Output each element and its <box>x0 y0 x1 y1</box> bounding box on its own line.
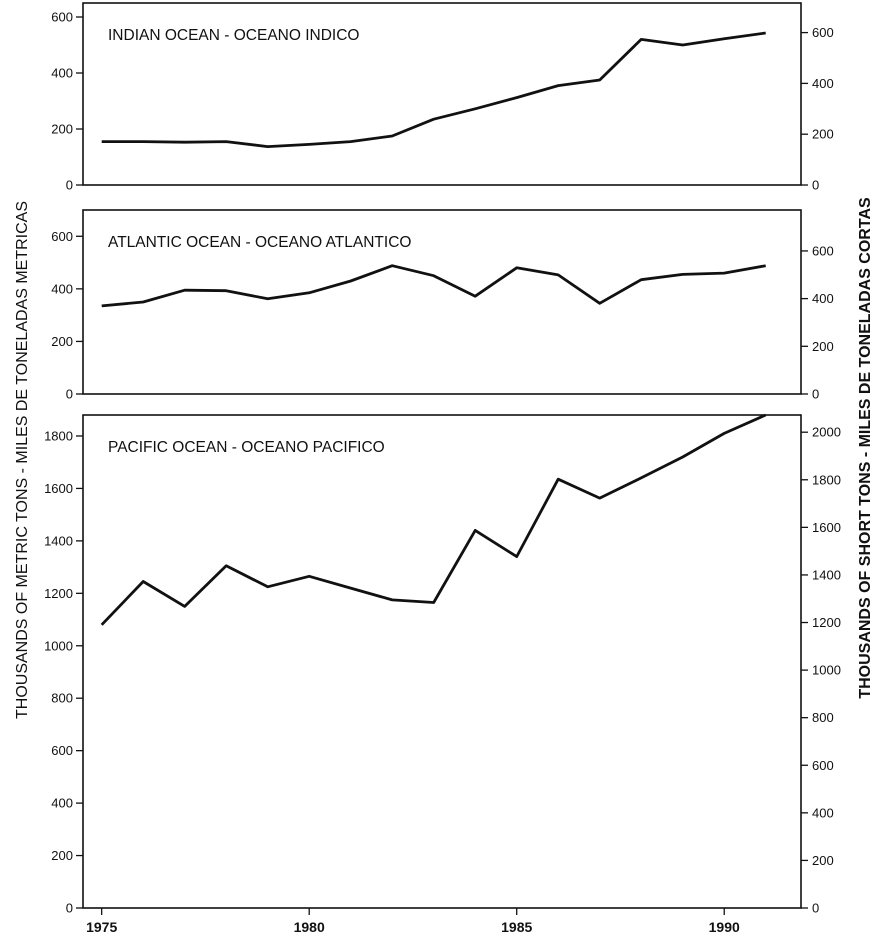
right-y-tick-label: 0 <box>812 387 819 402</box>
left-y-tick-label: 1200 <box>44 586 73 601</box>
right-y-tick-label: 600 <box>812 758 834 773</box>
left-axis-label: THOUSANDS OF METRIC TONS - MILES DE TONE… <box>14 201 31 719</box>
right-y-tick-label: 400 <box>812 76 834 91</box>
right-y-tick-label: 800 <box>812 710 834 725</box>
series-line <box>101 264 766 308</box>
x-tick-label: 1990 <box>709 919 740 935</box>
left-y-tick-label: 800 <box>51 691 73 706</box>
right-y-tick-label: 1400 <box>812 567 841 582</box>
right-y-tick-label: 200 <box>812 127 834 142</box>
right-y-tick-label: 600 <box>812 25 834 40</box>
panel-frame <box>82 414 802 909</box>
panel-title: INDIAN OCEAN - OCEANO INDICO <box>108 27 359 44</box>
left-y-tick-label: 1600 <box>44 481 73 496</box>
right-y-tick-label: 200 <box>812 853 834 868</box>
left-y-tick-label: 400 <box>51 281 73 296</box>
left-y-tick-label: 0 <box>66 901 73 916</box>
x-tick-label: 1980 <box>294 919 325 935</box>
left-y-tick-label: 600 <box>51 229 73 244</box>
x-tick-label: 1985 <box>501 919 532 935</box>
left-y-tick-label: 600 <box>51 10 73 25</box>
right-y-tick-label: 1800 <box>812 472 841 487</box>
panel-frame <box>82 2 802 186</box>
left-y-tick-label: 200 <box>51 122 73 137</box>
panel-frame <box>82 209 802 395</box>
panel-title: PACIFIC OCEAN - OCEANO PACIFICO <box>108 439 385 456</box>
left-y-tick-label: 0 <box>66 178 73 193</box>
right-y-tick-label: 1000 <box>812 663 841 678</box>
series-line <box>101 31 766 149</box>
right-y-tick-label: 1600 <box>812 520 841 535</box>
left-y-tick-label: 400 <box>51 796 73 811</box>
right-y-tick-label: 600 <box>812 243 834 258</box>
right-y-tick-label: 2000 <box>812 425 841 440</box>
right-y-tick-label: 0 <box>812 901 819 916</box>
left-y-tick-label: 0 <box>66 387 73 402</box>
right-axis-label: THOUSANDS OF SHORT TONS - MILES DE TONEL… <box>857 197 874 699</box>
right-y-tick-label: 1200 <box>812 615 841 630</box>
left-y-tick-label: 200 <box>51 848 73 863</box>
x-tick-label: 1975 <box>86 919 117 935</box>
panel-title: ATLANTIC OCEAN - OCEANO ATLANTICO <box>108 234 411 251</box>
right-y-tick-label: 400 <box>812 805 834 820</box>
right-y-tick-label: 400 <box>812 291 834 306</box>
left-y-tick-label: 1400 <box>44 533 73 548</box>
right-y-tick-label: 0 <box>812 178 819 193</box>
left-y-tick-label: 200 <box>51 334 73 349</box>
left-y-tick-label: 1000 <box>44 638 73 653</box>
left-y-tick-label: 1800 <box>44 428 73 443</box>
left-y-tick-label: 400 <box>51 66 73 81</box>
series-line <box>100 413 767 626</box>
right-y-tick-label: 200 <box>812 339 834 354</box>
left-y-tick-label: 600 <box>51 743 73 758</box>
